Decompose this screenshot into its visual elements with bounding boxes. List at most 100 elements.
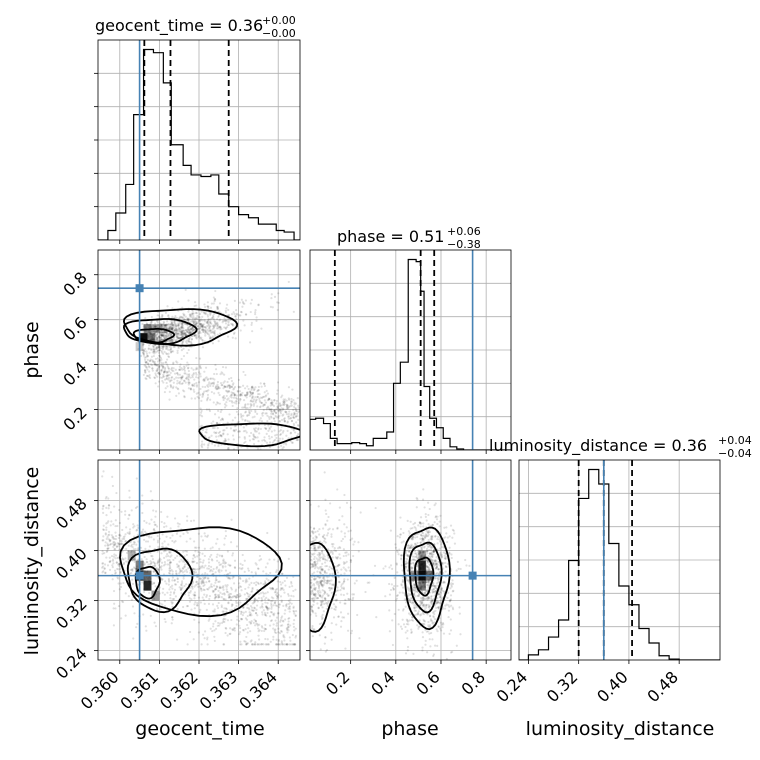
joint-geocent-time-phase-sample — [270, 403, 274, 406]
joint-geocent-time-phase-sample — [297, 406, 300, 409]
joint-geocent-time-phase-sample — [165, 331, 168, 334]
joint-phase-luminosity-distance-sample — [330, 567, 333, 570]
joint-geocent-time-luminosity-distance-sample — [236, 595, 239, 599]
joint-geocent-time-luminosity-distance-sample — [132, 523, 135, 526]
joint-geocent-time-luminosity-distance-sample — [126, 531, 129, 534]
joint-geocent-time-phase-sample — [155, 329, 158, 333]
joint-geocent-time-luminosity-distance-sample — [230, 588, 233, 591]
joint-geocent-time-luminosity-distance-sample — [197, 546, 201, 549]
joint-geocent-time-phase-sample — [243, 441, 246, 445]
joint-geocent-time-luminosity-distance-sample — [245, 642, 248, 645]
joint-geocent-time-luminosity-distance-sample — [261, 611, 264, 614]
joint-geocent-time-luminosity-distance-sample — [185, 530, 188, 533]
joint-geocent-time-luminosity-distance-ytick-label-0: 0.24 — [52, 644, 91, 683]
joint-geocent-time-luminosity-distance-sample — [287, 592, 290, 596]
joint-geocent-time-phase-sample — [253, 415, 256, 418]
joint-geocent-time-phase-sample — [262, 404, 265, 408]
joint-geocent-time-phase-sample — [167, 352, 170, 355]
joint-geocent-time-phase-sample — [282, 413, 285, 416]
joint-geocent-time-luminosity-distance-sample — [266, 607, 269, 610]
joint-geocent-time-phase-sample — [203, 303, 206, 306]
joint-geocent-time-luminosity-distance-sample — [269, 600, 273, 603]
joint-geocent-time-luminosity-distance-sample — [273, 602, 276, 605]
joint-geocent-time-luminosity-distance-sample — [265, 596, 268, 599]
joint-geocent-time-phase-sample — [267, 435, 271, 438]
joint-geocent-time-phase-sample — [181, 329, 185, 332]
joint-geocent-time-luminosity-distance-sample — [212, 622, 215, 625]
joint-phase-luminosity-distance-sample — [415, 555, 418, 558]
joint-geocent-time-phase-sample — [179, 337, 182, 340]
joint-phase-luminosity-distance-sample — [342, 582, 345, 585]
joint-geocent-time-luminosity-distance-sample — [173, 583, 177, 586]
joint-geocent-time-phase-sample — [211, 335, 215, 338]
joint-geocent-time-phase-sample — [204, 385, 207, 389]
joint-geocent-time-phase-sample — [205, 376, 208, 379]
joint-geocent-time-luminosity-distance-sample — [235, 545, 239, 548]
joint-phase-luminosity-distance-sample — [435, 518, 439, 521]
joint-phase-luminosity-distance-sample — [413, 555, 416, 558]
joint-phase-luminosity-distance-sample — [411, 538, 415, 541]
joint-geocent-time-phase-sample — [217, 444, 220, 448]
joint-geocent-time-luminosity-distance-sample — [165, 555, 168, 558]
joint-geocent-time-phase-sample — [225, 426, 228, 430]
joint-geocent-time-luminosity-distance-sample — [136, 524, 139, 527]
joint-phase-luminosity-distance-sample — [449, 651, 453, 654]
joint-phase-luminosity-distance-sample — [430, 535, 433, 538]
joint-geocent-time-phase-sample — [145, 350, 148, 353]
joint-geocent-time-phase-sample — [214, 289, 217, 293]
joint-geocent-time-phase-sample — [242, 370, 245, 374]
joint-geocent-time-luminosity-distance-sample — [238, 585, 241, 588]
joint-geocent-time-phase-sample — [203, 320, 207, 323]
joint-geocent-time-phase-sample — [263, 423, 266, 427]
joint-geocent-time-phase-sample — [185, 377, 188, 380]
joint-geocent-time-luminosity-distance-sample — [160, 552, 163, 555]
joint-geocent-time-luminosity-distance-sample — [155, 607, 158, 610]
joint-geocent-time-phase-sample — [184, 329, 187, 332]
joint-geocent-time-luminosity-distance-sample — [114, 607, 117, 610]
joint-geocent-time-luminosity-distance-sample — [241, 567, 244, 570]
joint-geocent-time-phase-sample — [164, 370, 167, 373]
joint-phase-luminosity-distance-sample — [400, 554, 403, 557]
joint-phase-luminosity-distance-sample — [427, 523, 430, 526]
joint-phase-luminosity-distance-sample — [401, 569, 404, 572]
joint-geocent-time-phase-sample — [224, 437, 227, 441]
joint-geocent-time-phase-sample — [259, 396, 262, 399]
joint-geocent-time-luminosity-distance-sample — [214, 596, 217, 599]
joint-geocent-time-phase-sample — [206, 320, 209, 324]
joint-phase-luminosity-distance-sample — [425, 535, 428, 538]
joint-phase-luminosity-distance-sample — [425, 558, 428, 562]
joint-geocent-time-luminosity-distance-sample — [260, 596, 263, 600]
joint-geocent-time-luminosity-distance-sample — [104, 497, 107, 500]
joint-geocent-time-phase-sample — [195, 335, 198, 338]
joint-phase-luminosity-distance-sample — [436, 563, 439, 566]
joint-geocent-time-luminosity-distance-sample — [227, 593, 230, 597]
joint-geocent-time-luminosity-distance-sample — [128, 572, 131, 575]
joint-geocent-time-luminosity-distance-sample — [150, 536, 153, 539]
joint-phase-luminosity-distance-sample — [438, 607, 441, 610]
joint-geocent-time-luminosity-distance-sample — [193, 618, 196, 621]
joint-geocent-time-phase-sample — [243, 435, 246, 439]
joint-geocent-time-luminosity-distance-sample — [259, 582, 263, 585]
joint-geocent-time-luminosity-distance-sample — [215, 596, 218, 599]
joint-geocent-time-phase-sample — [292, 415, 295, 419]
joint-geocent-time-luminosity-distance-sample — [294, 643, 297, 646]
joint-phase-luminosity-distance-sample — [412, 523, 415, 526]
joint-geocent-time-phase-sample — [172, 381, 175, 384]
joint-geocent-time-phase-sample — [226, 391, 229, 394]
joint-geocent-time-luminosity-distance-sample — [293, 643, 296, 646]
joint-phase-luminosity-distance-sample — [443, 526, 446, 529]
joint-geocent-time-luminosity-distance-sample — [183, 555, 186, 558]
joint-phase-luminosity-distance-sample — [430, 598, 434, 601]
joint-geocent-time-phase-sample — [181, 316, 184, 320]
joint-geocent-time-luminosity-distance-sample — [111, 578, 114, 581]
joint-geocent-time-luminosity-distance-sample — [248, 593, 252, 596]
joint-geocent-time-phase-sample — [160, 334, 163, 337]
joint-geocent-time-phase-sample — [235, 402, 238, 405]
joint-phase-luminosity-distance-sample — [410, 566, 413, 569]
joint-geocent-time-phase-sample — [224, 385, 227, 388]
joint-geocent-time-phase-sample — [186, 351, 189, 355]
joint-geocent-time-luminosity-distance-sample — [260, 643, 263, 646]
joint-geocent-time-luminosity-distance-sample — [195, 581, 198, 584]
joint-geocent-time-phase-sample — [177, 317, 181, 320]
joint-geocent-time-phase-sample — [257, 440, 260, 443]
